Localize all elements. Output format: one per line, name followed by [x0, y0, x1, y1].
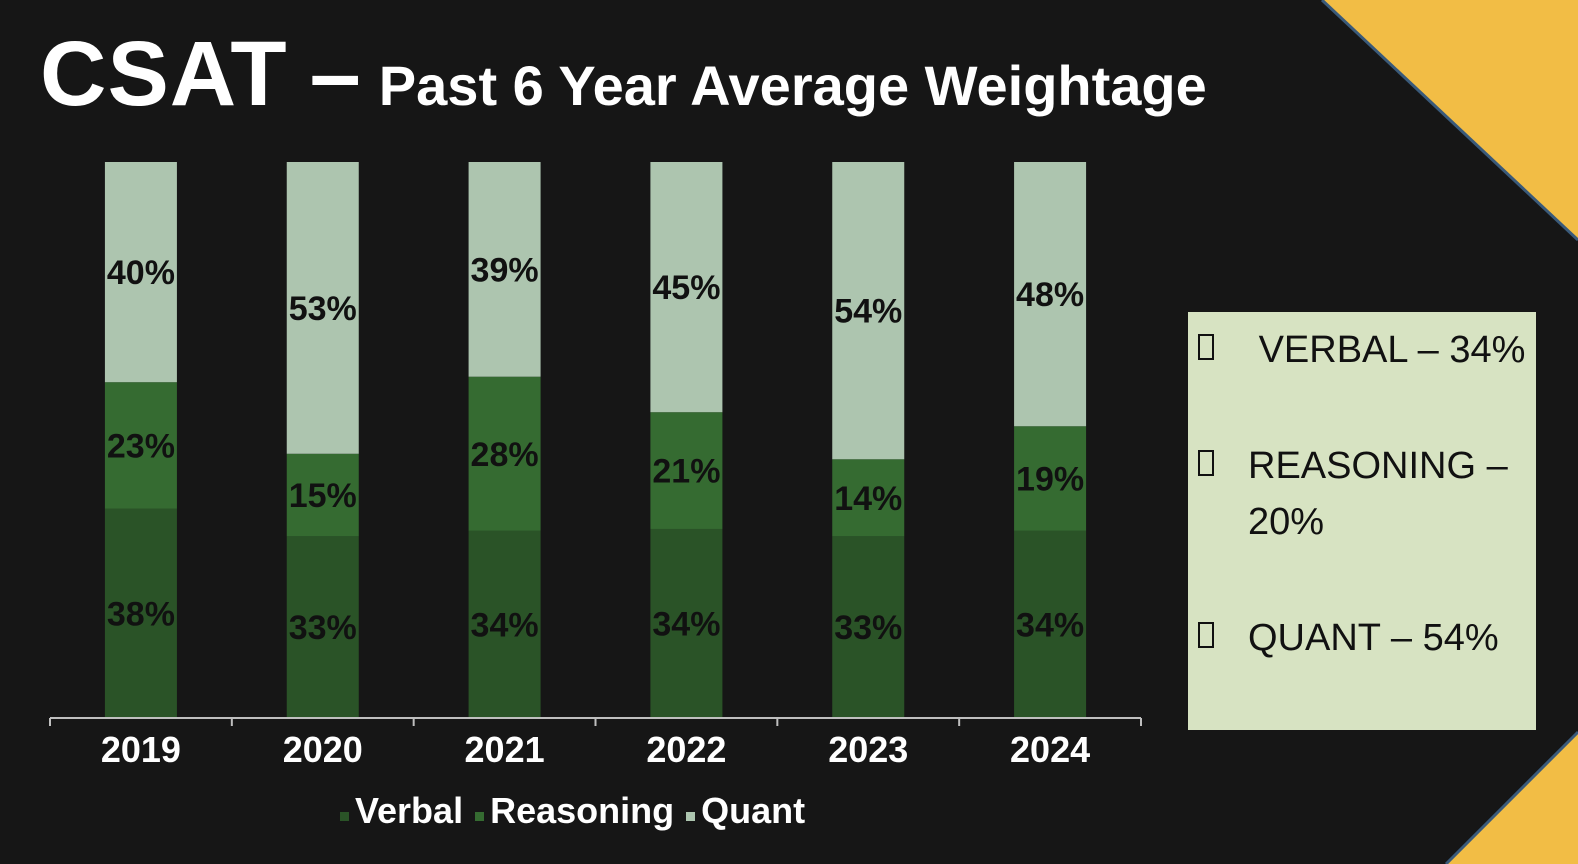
data-label-reasoning-2022: 21%: [652, 453, 720, 491]
bar-quant-2021: [468, 162, 541, 377]
page-title: CSAT – Past 6 Year Average Weightage: [40, 22, 1207, 127]
summary-text-quant: QUANT – 54%: [1248, 617, 1499, 659]
legend-swatch-verbal: [340, 811, 349, 821]
data-label-verbal-2023: 33%: [834, 609, 902, 647]
checkbox-bullet-icon: [1198, 450, 1214, 476]
legend-label-quant: Quant: [701, 790, 806, 831]
x-tick-label-2021: 2021: [465, 729, 545, 770]
legend-item-reasoning: Reasoning: [475, 790, 674, 832]
summary-item-verbal: VERBAL – 34%: [1188, 322, 1536, 378]
legend-item-quant: Quant: [686, 790, 805, 832]
data-label-quant-2024: 48%: [1016, 276, 1084, 314]
legend-label-verbal: Verbal: [355, 790, 464, 831]
x-tick-label-2023: 2023: [828, 729, 908, 770]
x-tick-label-2024: 2024: [1010, 729, 1090, 770]
checkbox-bullet-icon: [1198, 334, 1214, 360]
legend-label-reasoning: Reasoning: [490, 790, 675, 831]
bar-verbal-2022: [650, 528, 723, 718]
legend-swatch-reasoning: [475, 811, 485, 821]
data-label-verbal-2024: 34%: [1016, 606, 1084, 644]
summary-item-reasoning: REASONING – 20%: [1188, 438, 1536, 550]
bar-reasoning-2023: [832, 459, 905, 537]
summary-box: VERBAL – 34% REASONING – 20% QUANT – 54%: [1188, 312, 1536, 730]
bar-quant-2020: [286, 162, 359, 454]
summary-item-quant: QUANT – 54%: [1188, 610, 1536, 666]
bar-reasoning-2024: [1014, 426, 1087, 531]
bar-quant-2019: [104, 162, 177, 383]
summary-text-reasoning: REASONING – 20%: [1248, 445, 1508, 543]
x-tick-label-2019: 2019: [101, 729, 181, 770]
bar-verbal-2019: [104, 508, 177, 718]
data-label-reasoning-2021: 28%: [471, 436, 539, 474]
bar-verbal-2024: [1014, 530, 1087, 718]
data-label-verbal-2020: 33%: [289, 609, 357, 647]
bar-quant-2024: [1014, 162, 1087, 427]
title-main: CSAT: [40, 23, 288, 125]
chart-legend: Verbal Reasoning Quant: [340, 790, 805, 832]
bar-reasoning-2022: [650, 412, 723, 529]
bar-verbal-2021: [468, 530, 541, 718]
title-dash: –: [309, 23, 361, 125]
checkbox-bullet-icon: [1198, 622, 1214, 648]
data-label-quant-2021: 39%: [471, 251, 539, 289]
data-label-quant-2019: 40%: [107, 254, 175, 292]
data-label-quant-2023: 54%: [834, 293, 902, 331]
data-label-verbal-2021: 34%: [471, 606, 539, 644]
legend-item-verbal: Verbal: [340, 790, 463, 832]
bar-reasoning-2019: [104, 382, 177, 509]
data-label-quant-2020: 53%: [289, 290, 357, 328]
title-subtitle: Past 6 Year Average Weightage: [378, 54, 1207, 117]
data-label-quant-2022: 45%: [652, 269, 720, 307]
bar-verbal-2023: [832, 536, 905, 718]
bar-reasoning-2021: [468, 376, 541, 531]
data-label-reasoning-2020: 15%: [289, 477, 357, 515]
data-label-verbal-2019: 38%: [107, 595, 175, 633]
legend-swatch-quant: [686, 811, 696, 821]
stacked-bar-chart: 38% 23% 40% 33% 15% 53% 34% 28% 39% 34% 21% 45% 33% 1…: [49, 162, 1142, 770]
x-tick-label-2020: 2020: [283, 729, 363, 770]
bar-reasoning-2020: [286, 453, 359, 537]
summary-text-verbal: VERBAL – 34%: [1248, 329, 1526, 371]
data-label-reasoning-2023: 14%: [834, 480, 902, 518]
data-label-reasoning-2024: 19%: [1016, 461, 1084, 499]
data-label-verbal-2022: 34%: [652, 605, 720, 643]
data-label-reasoning-2019: 23%: [107, 428, 175, 466]
bar-quant-2022: [650, 162, 723, 413]
x-tick-label-2022: 2022: [646, 729, 726, 770]
bar-quant-2023: [832, 162, 905, 460]
bar-verbal-2020: [286, 536, 359, 718]
